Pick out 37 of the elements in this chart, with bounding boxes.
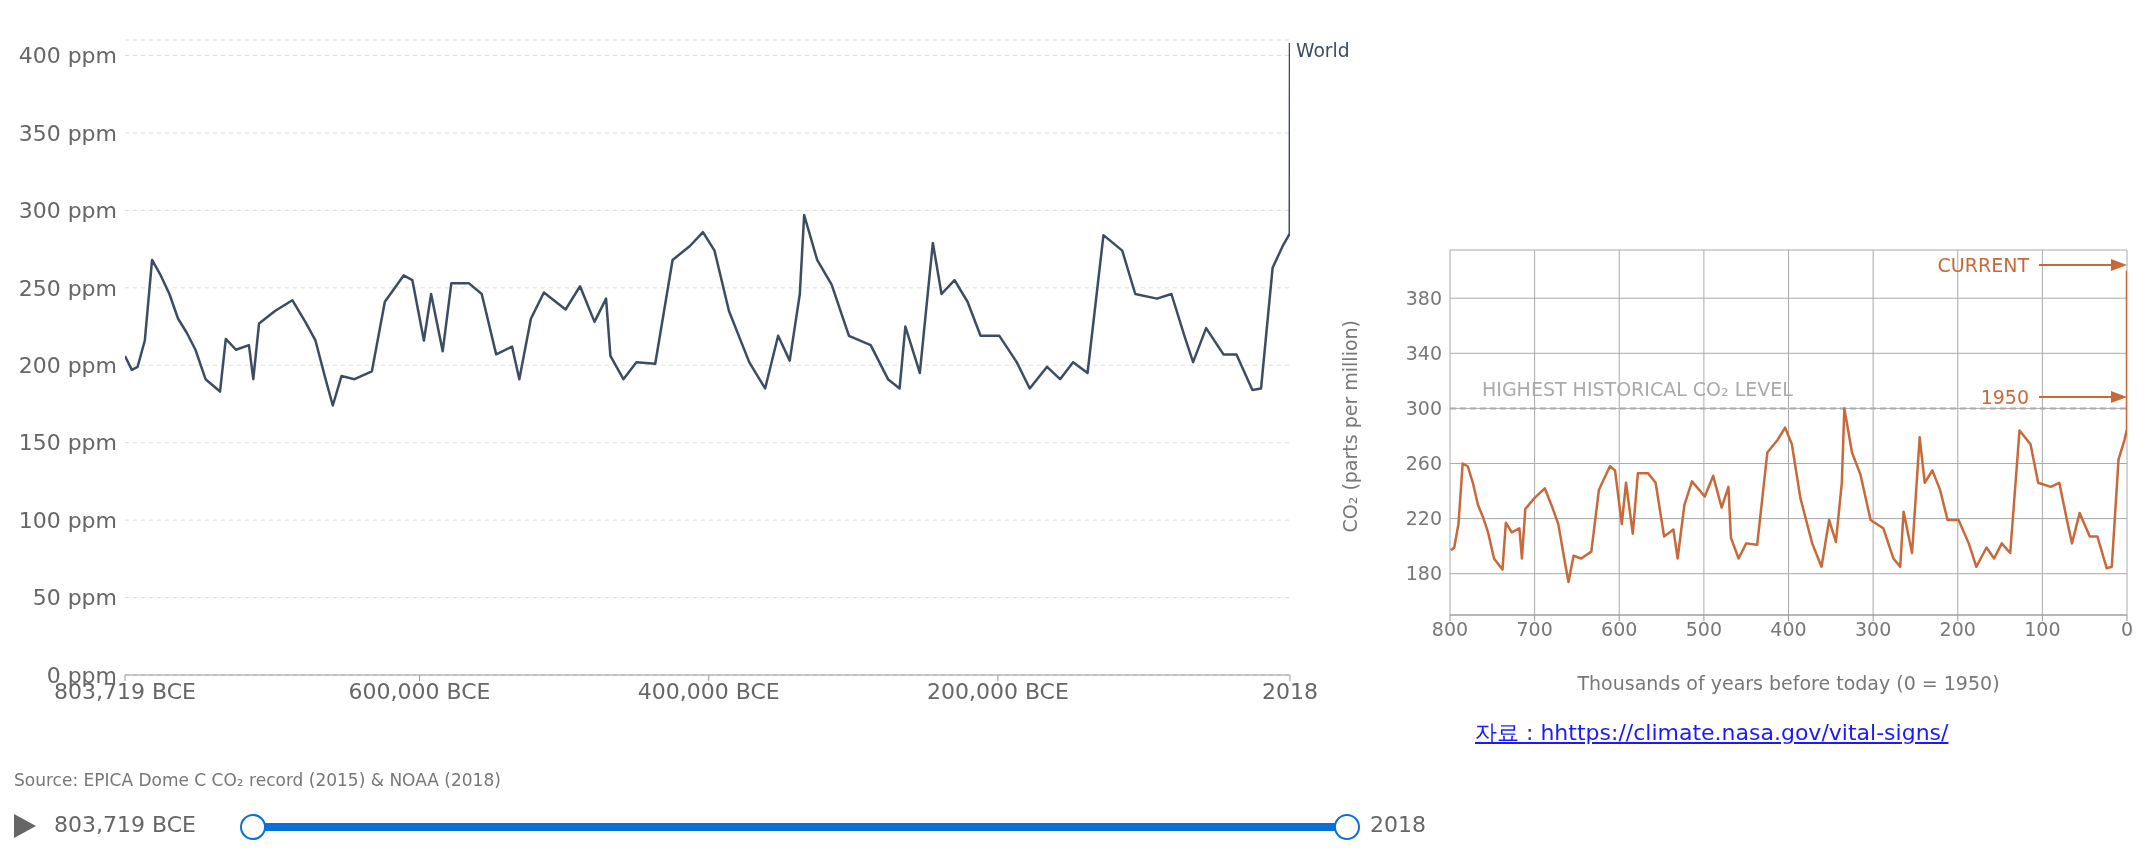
y-tick-label: 50 ppm [32, 585, 117, 611]
x-tick-label: 700 [1516, 618, 1553, 641]
x-tick-label: 2018 [1262, 678, 1318, 704]
y-axis-title: CO₂ (parts per million) [1338, 320, 1361, 533]
y-tick-label: 350 ppm [18, 120, 117, 146]
y-tick-label: 400 ppm [18, 43, 117, 69]
y-tick-label: 250 ppm [18, 275, 117, 301]
x-tick-label: 200 [1939, 618, 1976, 641]
y-tick-label: 200 ppm [18, 353, 117, 379]
annotation: 1950 [1980, 386, 2029, 408]
y-tick-label: 260 [1405, 452, 1442, 475]
y-tick-label: 300 [1405, 397, 1442, 420]
series-label: World [1296, 40, 1350, 62]
x-tick-label: 600,000 BCE [348, 678, 491, 704]
y-tick-label: 340 [1405, 342, 1442, 365]
text: 자료 : hhttps://climate.nasa.gov/vital-signs/ [1475, 719, 1949, 747]
text: 2018 [1370, 812, 1426, 837]
x-tick-label: 100 [2024, 618, 2061, 641]
x-tick-label: 0 [2120, 618, 2134, 641]
y-tick-label: 300 ppm [18, 198, 117, 224]
y-tick-label: 220 [1405, 507, 1442, 530]
y-tick-label: 380 [1405, 286, 1442, 309]
x-tick-label: 200,000 BCE [926, 678, 1069, 704]
line-series [125, 41, 1290, 407]
x-tick-label: 300 [1854, 618, 1892, 641]
source-note: Source: EPICA Dome C CO₂ record (2015) & NOAA (2018) [14, 770, 501, 790]
x-tick-label: 400 [1770, 618, 1807, 641]
x-axis-title: Thousands of years before today (0 = 1950) [1576, 672, 2000, 694]
x-tick-label: 800 [1431, 618, 1469, 641]
y-tick-label: 100 ppm [18, 507, 117, 533]
x-tick-label: 400,000 BCE [637, 678, 780, 704]
x-tick-label: 500 [1685, 618, 1723, 641]
x-tick-label: 600 [1601, 618, 1638, 641]
annotation: CURRENT [1937, 254, 2029, 276]
y-tick-label: 180 [1405, 562, 1442, 585]
text: 803,719 BCE [54, 812, 196, 837]
y-tick-label: 150 ppm [18, 430, 117, 456]
